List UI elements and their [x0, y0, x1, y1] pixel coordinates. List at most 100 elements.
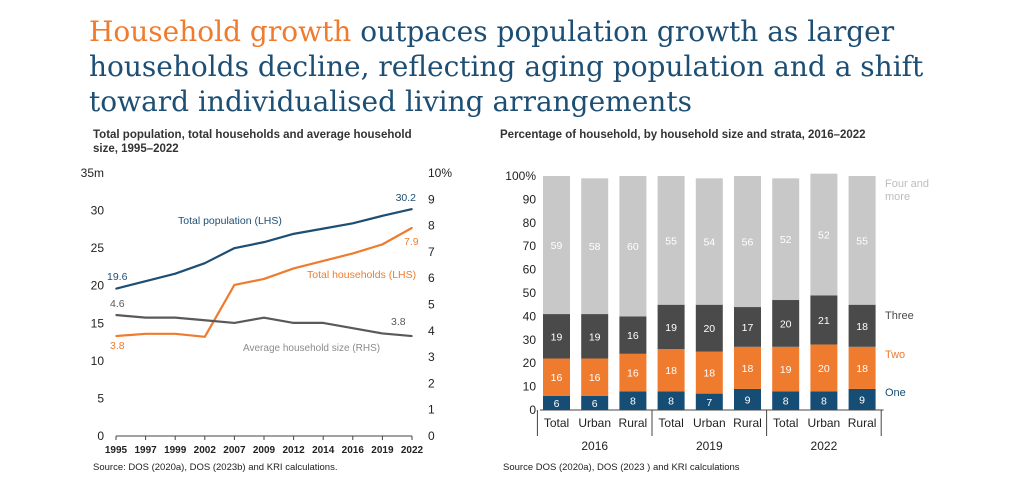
x-tick-label: 2022	[401, 445, 424, 456]
bar-segment	[581, 178, 609, 315]
x-tick-label: 2009	[253, 445, 276, 456]
bar-value-label: 59	[551, 240, 563, 252]
bar-value-label: 52	[780, 234, 792, 246]
bar-value-label: 16	[589, 372, 601, 384]
y-tick-label: 60	[523, 263, 537, 277]
data-point	[233, 247, 236, 249]
y-tick-label: 0	[529, 403, 536, 417]
bar-segment	[772, 346, 800, 392]
bar-segment	[543, 176, 570, 315]
bar-segment	[810, 173, 838, 296]
bar-segment	[810, 344, 838, 392]
y-tick-label: 70	[523, 239, 537, 253]
bar-value-label: 58	[589, 241, 601, 253]
bar-value-label: 55	[856, 235, 868, 247]
bar-segment	[619, 176, 647, 317]
data-point	[263, 278, 265, 280]
start-value-label: 3.8	[110, 340, 125, 352]
bar-segment	[619, 316, 647, 354]
category-label: Rural	[733, 416, 762, 430]
y-tick-label: 40	[523, 309, 537, 323]
data-point	[381, 243, 384, 246]
right-axis-tick-label: 6	[428, 271, 435, 285]
left-axis-tick-label: 15	[91, 316, 105, 330]
start-value-label: 19.6	[107, 271, 128, 283]
bar-value-label: 9	[745, 394, 751, 406]
x-tick-label: 2007	[223, 445, 246, 456]
bar-segment	[848, 304, 876, 347]
bar-segment	[734, 176, 761, 308]
bar-segment	[810, 391, 838, 410]
data-point	[352, 222, 354, 225]
left-axis-tick-label: 5	[97, 391, 104, 405]
right-axis-tick-label: 1	[428, 403, 435, 417]
legend-label-four-and-more: Four and more	[885, 178, 929, 203]
data-point	[115, 335, 117, 337]
bar-value-label: 8	[630, 396, 636, 408]
headline: Household growth outpaces population gro…	[89, 14, 989, 119]
bar-value-label: 18	[856, 363, 868, 375]
right-axis-tick-label: 4	[428, 324, 435, 338]
bar-segment	[581, 358, 609, 396]
bar-value-label: 8	[783, 396, 789, 408]
data-point	[263, 316, 265, 319]
left-axis-tick-label: 25	[91, 241, 105, 255]
bar-segment	[695, 178, 723, 305]
category-label: Rural	[619, 416, 648, 430]
start-value-label: 4.6	[110, 298, 125, 310]
bar-segment	[772, 178, 800, 301]
bar-segment	[734, 346, 761, 389]
data-point	[381, 215, 384, 217]
bar-segment	[619, 353, 647, 392]
y-tick-label: 50	[523, 286, 537, 300]
data-point	[292, 267, 295, 270]
bar-value-label: 60	[627, 241, 639, 253]
right-axis-tick-label: 0	[428, 429, 435, 443]
headline-rest: outpaces population growth as larger hou…	[89, 15, 924, 118]
left-axis-tick-label: 10	[91, 354, 105, 368]
bar-segment	[734, 307, 761, 347]
y-tick-label: 20	[523, 356, 537, 370]
bar-value-label: 18	[742, 363, 754, 375]
data-point	[411, 208, 413, 210]
data-point	[115, 314, 117, 316]
x-tick-label: 1995	[105, 445, 128, 456]
category-label: Urban	[808, 416, 841, 430]
data-point	[233, 284, 236, 286]
bar-value-label: 9	[859, 394, 865, 406]
category-label: Urban	[693, 416, 726, 430]
bar-value-label: 19	[780, 364, 792, 376]
category-label: Rural	[848, 416, 877, 430]
y-tick-label: 10	[523, 380, 537, 394]
bar-value-label: 7	[706, 397, 712, 409]
bar-segment	[695, 351, 723, 394]
group-label: 2022	[811, 439, 838, 453]
category-label: Urban	[578, 416, 611, 430]
data-point	[411, 335, 413, 337]
end-value-label: 30.2	[396, 192, 417, 204]
data-point	[174, 316, 176, 319]
legend-label: One	[885, 387, 906, 399]
bar-value-label: 52	[818, 230, 830, 242]
group-label: 2016	[581, 439, 608, 453]
bar-value-label: 16	[627, 368, 639, 380]
bar-value-label: 54	[703, 237, 715, 249]
right-chart-subtitle: Percentage of household, by household si…	[500, 129, 866, 141]
data-point	[322, 322, 325, 324]
right-axis-tick-label: 9	[428, 192, 435, 206]
data-point	[174, 333, 176, 335]
bar-value-label: 17	[742, 322, 754, 334]
bar-value-label: 6	[554, 398, 560, 410]
data-point	[115, 287, 117, 290]
bar-value-label: 21	[818, 315, 830, 327]
bar-value-label: 6	[592, 398, 598, 410]
y-tick-label: 100%	[505, 169, 536, 183]
bar-value-label: 16	[627, 330, 639, 342]
data-point	[352, 252, 354, 255]
bar-value-label: 16	[551, 372, 563, 384]
bar-value-label: 19	[665, 322, 677, 334]
right-axis-tick-label: 7	[428, 245, 435, 259]
data-point	[204, 336, 206, 338]
